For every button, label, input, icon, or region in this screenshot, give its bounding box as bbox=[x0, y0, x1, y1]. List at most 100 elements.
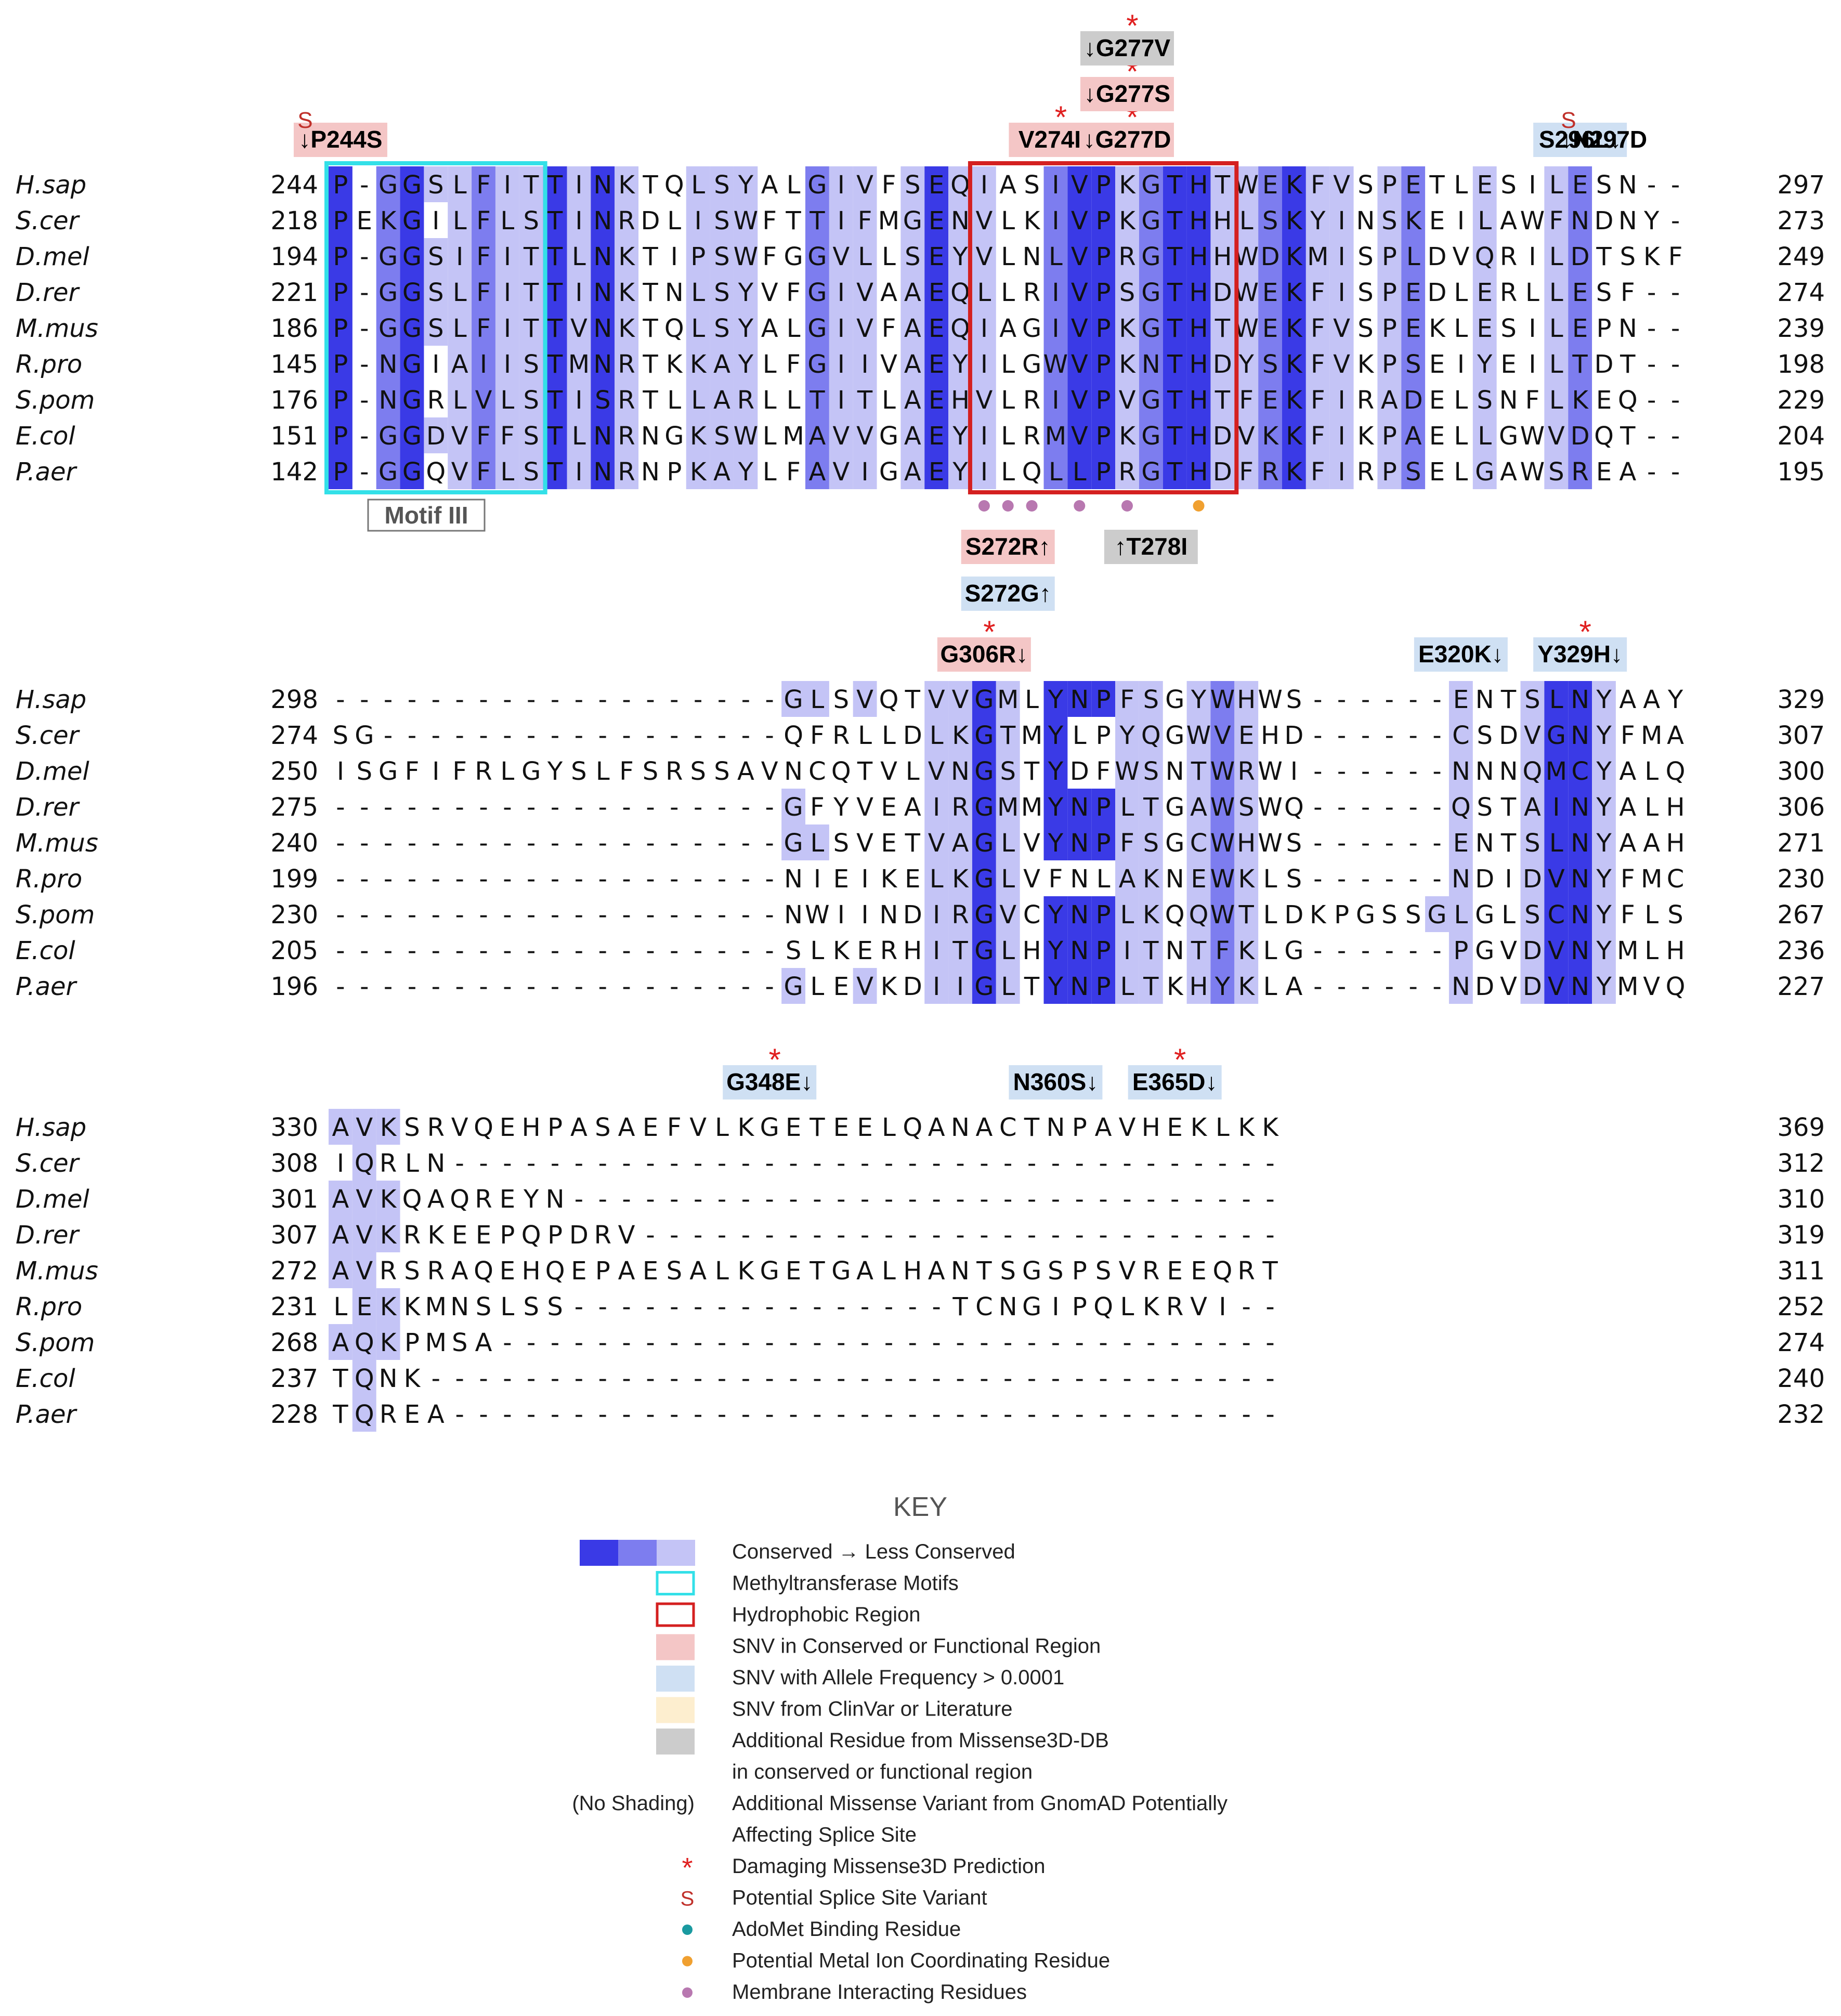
conservation-shade bbox=[1210, 382, 1235, 417]
conservation-shade bbox=[924, 896, 949, 932]
conservation-shade bbox=[1401, 166, 1426, 202]
conservation-shade bbox=[1067, 166, 1092, 202]
conservation-shade bbox=[1377, 382, 1402, 417]
species-label: R.pro bbox=[16, 865, 82, 894]
start-position: 240 bbox=[270, 829, 318, 858]
end-position: 312 bbox=[1777, 1149, 1825, 1178]
conservation-shade bbox=[1544, 860, 1569, 896]
conservation-shade bbox=[1448, 932, 1473, 968]
conservation-shade bbox=[996, 789, 1020, 824]
conservation-shade bbox=[352, 1360, 376, 1396]
variant-shading bbox=[1009, 1065, 1103, 1099]
start-position: 307 bbox=[270, 1221, 318, 1250]
dot-icon bbox=[682, 1987, 693, 1998]
conservation-shade bbox=[615, 453, 639, 489]
conservation-shade bbox=[1067, 453, 1092, 489]
conservation-shade bbox=[686, 417, 710, 453]
sequence-row: E.col 237 TQNK----------------------------… bbox=[16, 1364, 1825, 1393]
start-position: 298 bbox=[270, 685, 318, 714]
conservation-shade bbox=[1448, 681, 1473, 717]
sequence: AQKPMSA--------------------------------- bbox=[332, 1328, 1274, 1357]
conservation-shade bbox=[1043, 717, 1068, 753]
conservation-shade bbox=[472, 166, 495, 202]
conservation-shade bbox=[1186, 860, 1211, 896]
conservation-shade bbox=[1258, 346, 1282, 382]
conservation-shade bbox=[1401, 346, 1426, 382]
variant-label: ↓G277D bbox=[1083, 126, 1171, 153]
conservation-shade bbox=[1544, 824, 1569, 860]
conservation-shade bbox=[924, 789, 949, 824]
conservation-shade bbox=[686, 202, 710, 238]
conservation-shade bbox=[376, 238, 400, 274]
conservation-shade bbox=[1425, 896, 1449, 932]
start-position: 268 bbox=[270, 1328, 318, 1357]
conservation-shade bbox=[1115, 681, 1139, 717]
conservation-shade bbox=[1163, 417, 1187, 453]
conservation-shade bbox=[1163, 274, 1187, 310]
start-position: 274 bbox=[270, 721, 318, 750]
conservation-shade bbox=[1234, 932, 1259, 968]
conservation-shade bbox=[1377, 417, 1402, 453]
conservation-shade bbox=[1448, 968, 1473, 1004]
conservation-shade bbox=[329, 382, 352, 417]
species-label: D.rer bbox=[16, 278, 80, 307]
conservation-shade bbox=[781, 789, 805, 824]
conservation-shade bbox=[1210, 932, 1235, 968]
conservation-shade bbox=[1282, 346, 1306, 382]
conservation-shade bbox=[805, 453, 829, 489]
key-hydrophobic: Hydrophobic Region bbox=[656, 1602, 920, 1627]
conservation-shade bbox=[924, 681, 949, 717]
conservation-shade bbox=[1234, 717, 1259, 753]
species-label: H.sap bbox=[16, 685, 86, 714]
conservation-shade bbox=[1305, 202, 1330, 238]
conservation-shade bbox=[1210, 166, 1235, 202]
key-title: KEY bbox=[893, 1492, 947, 1522]
conservation-shade bbox=[1210, 789, 1235, 824]
conservation-shade bbox=[972, 681, 996, 717]
conservation-shade bbox=[972, 166, 996, 202]
conservation-shade bbox=[924, 238, 949, 274]
sequence-row: D.mel 301 AVKQAQREYN----------------------… bbox=[16, 1185, 1825, 1214]
conservation-shade bbox=[781, 968, 805, 1004]
species-label: S.pom bbox=[16, 900, 95, 930]
conservation-shade bbox=[996, 681, 1020, 717]
conservation-shade bbox=[805, 382, 829, 417]
conservation-shade bbox=[1186, 310, 1211, 346]
conservation-shade bbox=[1377, 202, 1402, 238]
key-text: SNV from ClinVar or Literature bbox=[732, 1698, 1012, 1721]
conservation-shade bbox=[900, 238, 925, 274]
key-snv-clinvar: SNV from ClinVar or Literature bbox=[656, 1697, 1012, 1723]
conservation-shade bbox=[1568, 789, 1592, 824]
conservation-shade bbox=[1472, 346, 1497, 382]
conservation-shade bbox=[448, 166, 472, 202]
conservation-shade bbox=[1568, 417, 1592, 453]
conservation-shade bbox=[996, 968, 1020, 1004]
variant-label: ↓N297D bbox=[1561, 126, 1647, 153]
conservation-shade bbox=[686, 453, 710, 489]
species-label: D.mel bbox=[16, 757, 90, 786]
conservation-shade bbox=[352, 1181, 376, 1216]
start-position: 301 bbox=[270, 1185, 318, 1214]
variant-label: G306R↓ bbox=[941, 640, 1028, 667]
conservation-shade bbox=[519, 202, 543, 238]
sequence-row: M.mus 186 P-GGSLFITTVNKTQLSYALGIVFAEQIAGIV… bbox=[16, 314, 1825, 343]
variant-shading bbox=[1414, 637, 1508, 672]
conservation-shade bbox=[972, 717, 996, 753]
species-label: M.mus bbox=[16, 829, 98, 858]
conservation-shade bbox=[972, 932, 996, 968]
variant-shading bbox=[1533, 637, 1627, 672]
conservation-shade bbox=[1234, 860, 1259, 896]
conservation-shade bbox=[1520, 860, 1545, 896]
start-position: 272 bbox=[270, 1256, 318, 1286]
conservation-shade bbox=[686, 310, 710, 346]
conservation-shade bbox=[1592, 860, 1616, 896]
conservation-shade bbox=[1305, 382, 1330, 417]
conservation-shade bbox=[1210, 202, 1235, 238]
conservation-shade bbox=[1544, 382, 1569, 417]
start-position: 230 bbox=[270, 900, 318, 930]
conservation-shade bbox=[615, 202, 639, 238]
conservation-shade bbox=[1210, 453, 1235, 489]
species-label: R.pro bbox=[16, 350, 82, 379]
sequence-row: D.mel 250 ISGFIFRLGYSLFSRSSAVNCQTVLVNGSTYD… bbox=[16, 757, 1825, 786]
conservation-shade bbox=[1329, 417, 1354, 453]
